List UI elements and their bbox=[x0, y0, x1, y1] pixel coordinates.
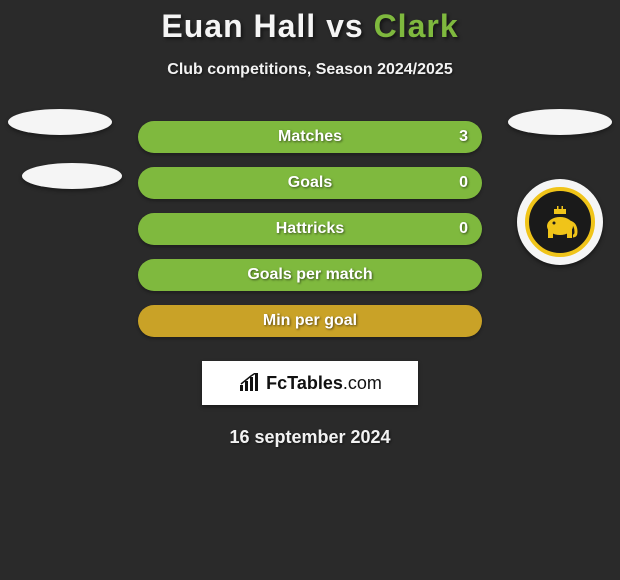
stat-row-min-per-goal: Min per goal bbox=[138, 305, 482, 337]
player1-name: Euan Hall bbox=[161, 8, 316, 44]
brand-com: .com bbox=[343, 373, 382, 393]
date-text: 16 september 2024 bbox=[0, 427, 620, 448]
club-badge bbox=[517, 179, 603, 265]
stat-label: Goals per match bbox=[247, 266, 372, 284]
stat-row-goals-per-match: Goals per match bbox=[138, 259, 482, 291]
vs-text: vs bbox=[326, 8, 364, 44]
elephant-tower-icon bbox=[540, 202, 580, 242]
brand-box: FcTables.com bbox=[202, 361, 418, 405]
stat-row-matches: Matches 3 bbox=[138, 121, 482, 153]
stat-row-goals: Goals 0 bbox=[138, 167, 482, 199]
player2-name: Clark bbox=[374, 8, 459, 44]
stat-row-hattricks: Hattricks 0 bbox=[138, 213, 482, 245]
stat-label: Hattricks bbox=[276, 220, 344, 238]
brand-fc: Fc bbox=[266, 373, 287, 393]
player1-ellipse-1 bbox=[8, 109, 112, 135]
stat-label: Min per goal bbox=[263, 312, 357, 330]
player1-avatar-area bbox=[8, 109, 122, 189]
comparison-title: Euan Hall vs Clark bbox=[0, 0, 620, 45]
bar-chart-icon bbox=[238, 373, 260, 393]
player2-avatar-area bbox=[508, 109, 612, 265]
club-badge-inner bbox=[525, 187, 595, 257]
brand-text: FcTables.com bbox=[266, 373, 382, 394]
stat-label: Goals bbox=[288, 174, 332, 192]
stats-content: Matches 3 Goals 0 Hattricks 0 Goals per … bbox=[0, 121, 620, 448]
stats-bars: Matches 3 Goals 0 Hattricks 0 Goals per … bbox=[138, 121, 482, 337]
subtitle: Club competitions, Season 2024/2025 bbox=[0, 61, 620, 79]
brand-tables: Tables bbox=[287, 373, 343, 393]
player2-ellipse bbox=[508, 109, 612, 135]
stat-label: Matches bbox=[278, 128, 342, 146]
stat-value-right: 0 bbox=[459, 220, 468, 238]
player1-ellipse-2 bbox=[22, 163, 122, 189]
stat-value-right: 3 bbox=[459, 128, 468, 146]
stat-value-right: 0 bbox=[459, 174, 468, 192]
